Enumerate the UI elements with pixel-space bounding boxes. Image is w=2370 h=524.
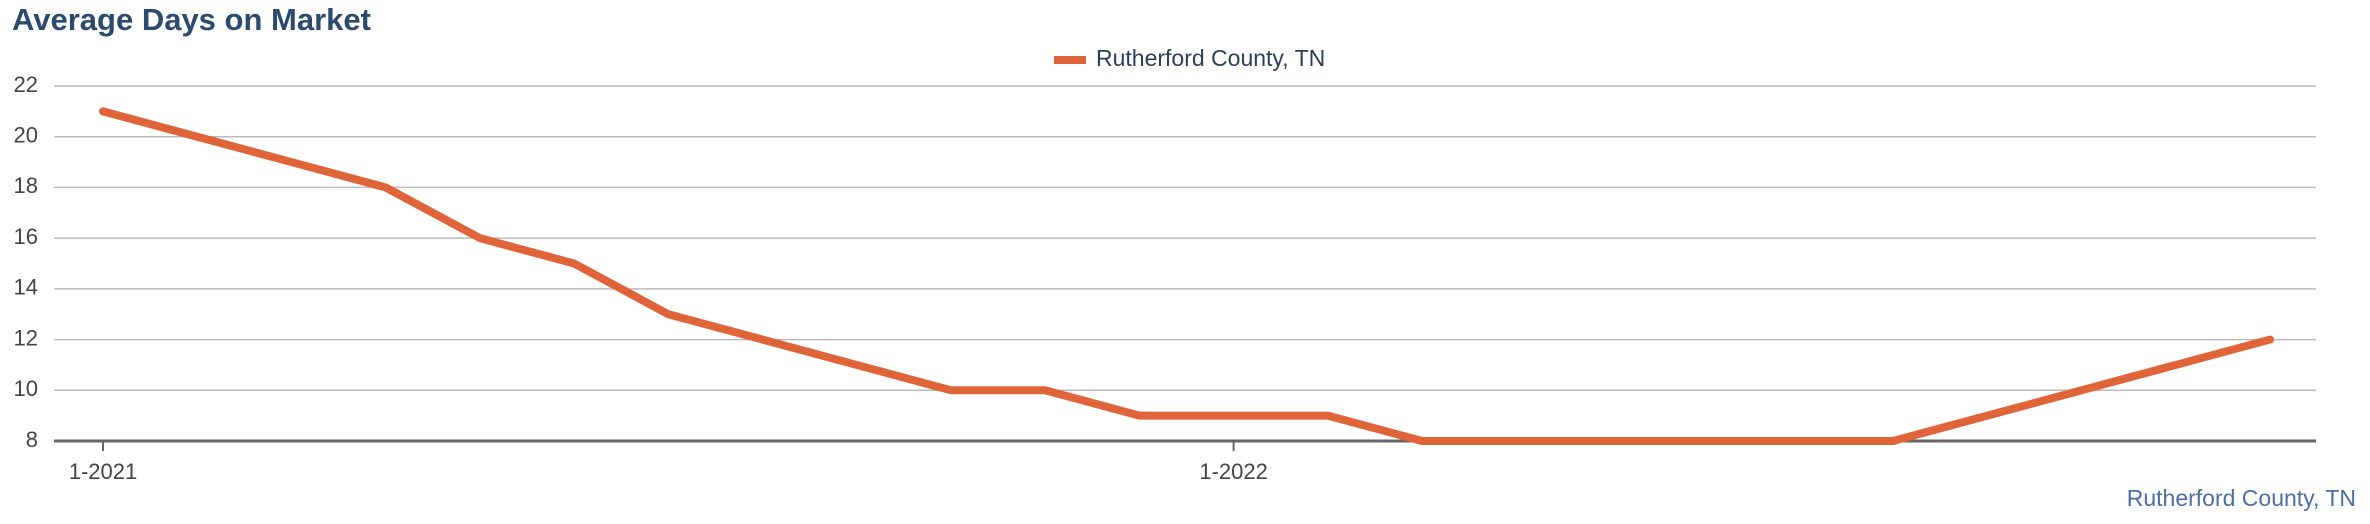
- x-tick-label: 1-2022: [1199, 459, 1268, 484]
- y-tick-label: 10: [14, 376, 38, 401]
- y-tick-label: 14: [14, 275, 38, 300]
- data-line: [99, 107, 2274, 445]
- y-tick-label: 12: [14, 325, 38, 350]
- annotation: Rutherford County, TN: [2127, 485, 2356, 511]
- x-tick-label: 1-2021: [69, 459, 138, 484]
- legend-label: Rutherford County, TN: [1096, 45, 1325, 71]
- y-tick-label: 22: [14, 72, 38, 97]
- y-tick-label: 18: [14, 173, 38, 198]
- y-tick-label: 16: [14, 224, 38, 249]
- legend-swatch: [1054, 56, 1086, 64]
- chart-title: Average Days on Market: [12, 2, 371, 37]
- y-tick-label: 20: [14, 123, 38, 148]
- y-tick-label: 8: [26, 427, 38, 452]
